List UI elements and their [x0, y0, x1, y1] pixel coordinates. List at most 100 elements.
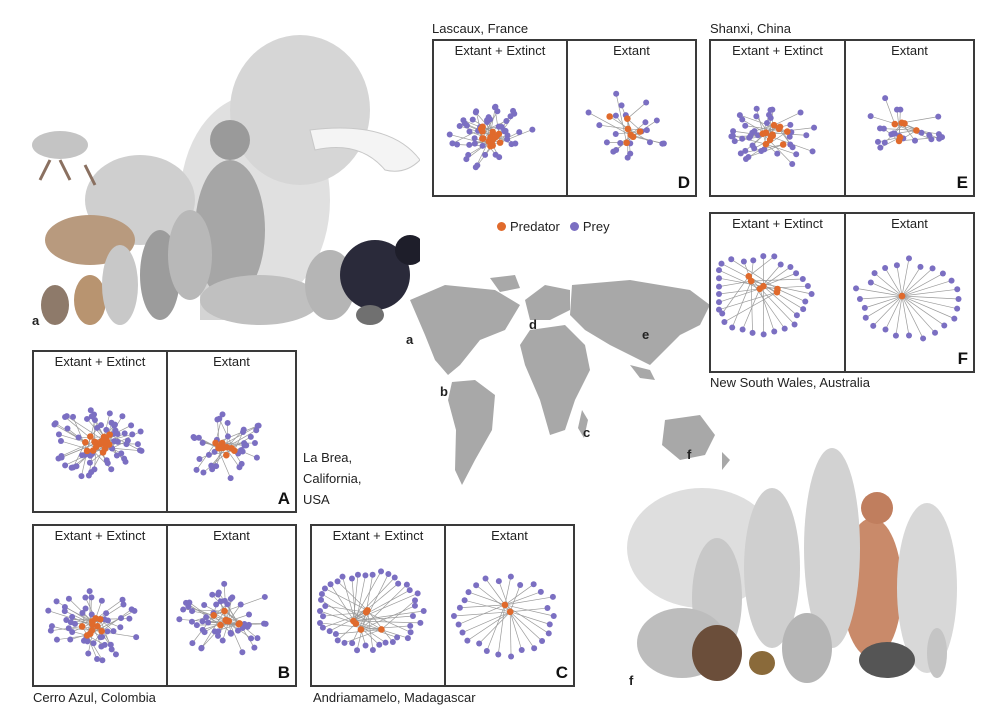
predator-node: [223, 451, 230, 459]
feeding-link: [509, 611, 512, 657]
feeding-link: [865, 295, 903, 319]
prey-node: [471, 135, 478, 142]
prey-node: [103, 457, 110, 464]
prey-node: [112, 651, 119, 658]
feeding-link: [58, 434, 86, 443]
feeding-link: [353, 577, 395, 622]
feeding-link: [353, 593, 418, 622]
feeding-link: [330, 584, 357, 624]
prey-node: [111, 421, 118, 428]
prey-node: [47, 627, 54, 634]
prey-node: [471, 140, 478, 147]
predator-node: [98, 627, 105, 635]
prey-node: [603, 139, 610, 146]
prey-node: [65, 595, 72, 602]
feeding-link: [351, 578, 357, 624]
feeding-link: [599, 124, 629, 130]
prey-node: [799, 276, 806, 283]
prey-node: [67, 636, 74, 643]
feeding-link: [510, 607, 548, 613]
feeding-link: [485, 578, 506, 606]
prey-node: [624, 154, 631, 161]
prey-node: [198, 645, 205, 652]
north-american-megafauna-illustration: [32, 35, 420, 325]
prey-node: [69, 613, 76, 620]
feeding-link: [453, 611, 511, 617]
feeding-link: [901, 295, 959, 300]
feeding-link: [901, 295, 958, 310]
feeding-link: [872, 295, 903, 327]
edges: [453, 576, 554, 657]
predator-node: [89, 447, 97, 454]
prey-node: [466, 141, 473, 148]
prey-node: [86, 459, 93, 466]
prey-node: [906, 332, 913, 339]
map-label-a: a: [406, 332, 414, 347]
panel-letter-F: F: [957, 349, 968, 368]
site-caption-E: Shanxi, China: [710, 21, 791, 36]
predator-node: [891, 120, 899, 128]
network-panel-F: Extant + Extinct Extant F: [709, 212, 975, 373]
feeding-link: [731, 280, 752, 328]
prey-node: [728, 256, 735, 263]
predator-node: [487, 142, 494, 150]
predator-node: [629, 133, 637, 141]
predator-node: [898, 292, 906, 300]
feeding-link: [615, 93, 627, 143]
prey-node: [79, 609, 86, 616]
feeding-link: [467, 611, 511, 641]
prey-node: [349, 640, 356, 647]
prey-node: [749, 329, 756, 336]
prey-node: [339, 573, 346, 580]
predator-node: [357, 626, 365, 633]
network-panel-C: Extant + Extinct Extant C: [310, 524, 575, 687]
prey-node: [186, 599, 193, 606]
panel-letter-A: A: [277, 489, 290, 508]
prey-node: [449, 140, 456, 147]
feeding-link: [449, 134, 493, 146]
prey-node: [189, 608, 196, 615]
prey-node: [369, 646, 376, 653]
prey-node: [917, 263, 924, 270]
prey-node: [546, 621, 553, 628]
prey-node: [318, 590, 325, 597]
predator-node: [378, 626, 385, 633]
prey-node: [404, 635, 411, 642]
prey-node: [472, 109, 479, 116]
prey-node: [867, 113, 874, 120]
prey-node: [926, 132, 933, 139]
prey-node: [716, 306, 722, 313]
feeding-link: [192, 610, 214, 616]
prey-node: [91, 416, 98, 423]
prey-node: [327, 581, 334, 588]
prey-node: [52, 420, 59, 427]
header-extant: Extant: [213, 528, 250, 543]
feeding-link: [627, 102, 647, 119]
food-web-E: [728, 95, 946, 168]
feeding-link: [718, 291, 778, 311]
prey-node: [103, 426, 110, 433]
feeding-link: [742, 288, 761, 330]
prey-node: [239, 649, 246, 656]
prey-node: [771, 328, 778, 335]
prey-node: [484, 117, 491, 124]
prey-node: [180, 606, 187, 613]
feeding-link: [504, 584, 534, 606]
prey-node: [129, 431, 136, 438]
predator-node: [106, 431, 113, 438]
prey-node: [211, 628, 218, 635]
prey-node: [771, 253, 778, 260]
predator-node: [235, 620, 242, 628]
prey-node: [86, 588, 93, 595]
feeding-link: [204, 604, 240, 624]
prey-node: [137, 428, 144, 435]
prey-node: [334, 578, 341, 585]
prey-node: [461, 597, 468, 604]
prey-node: [221, 580, 228, 587]
header-extant: Extant: [613, 43, 650, 58]
predator-node: [83, 447, 91, 455]
feeding-link: [68, 598, 93, 622]
prey-node: [492, 103, 499, 110]
prey-node: [862, 314, 869, 321]
prey-node: [354, 571, 361, 578]
